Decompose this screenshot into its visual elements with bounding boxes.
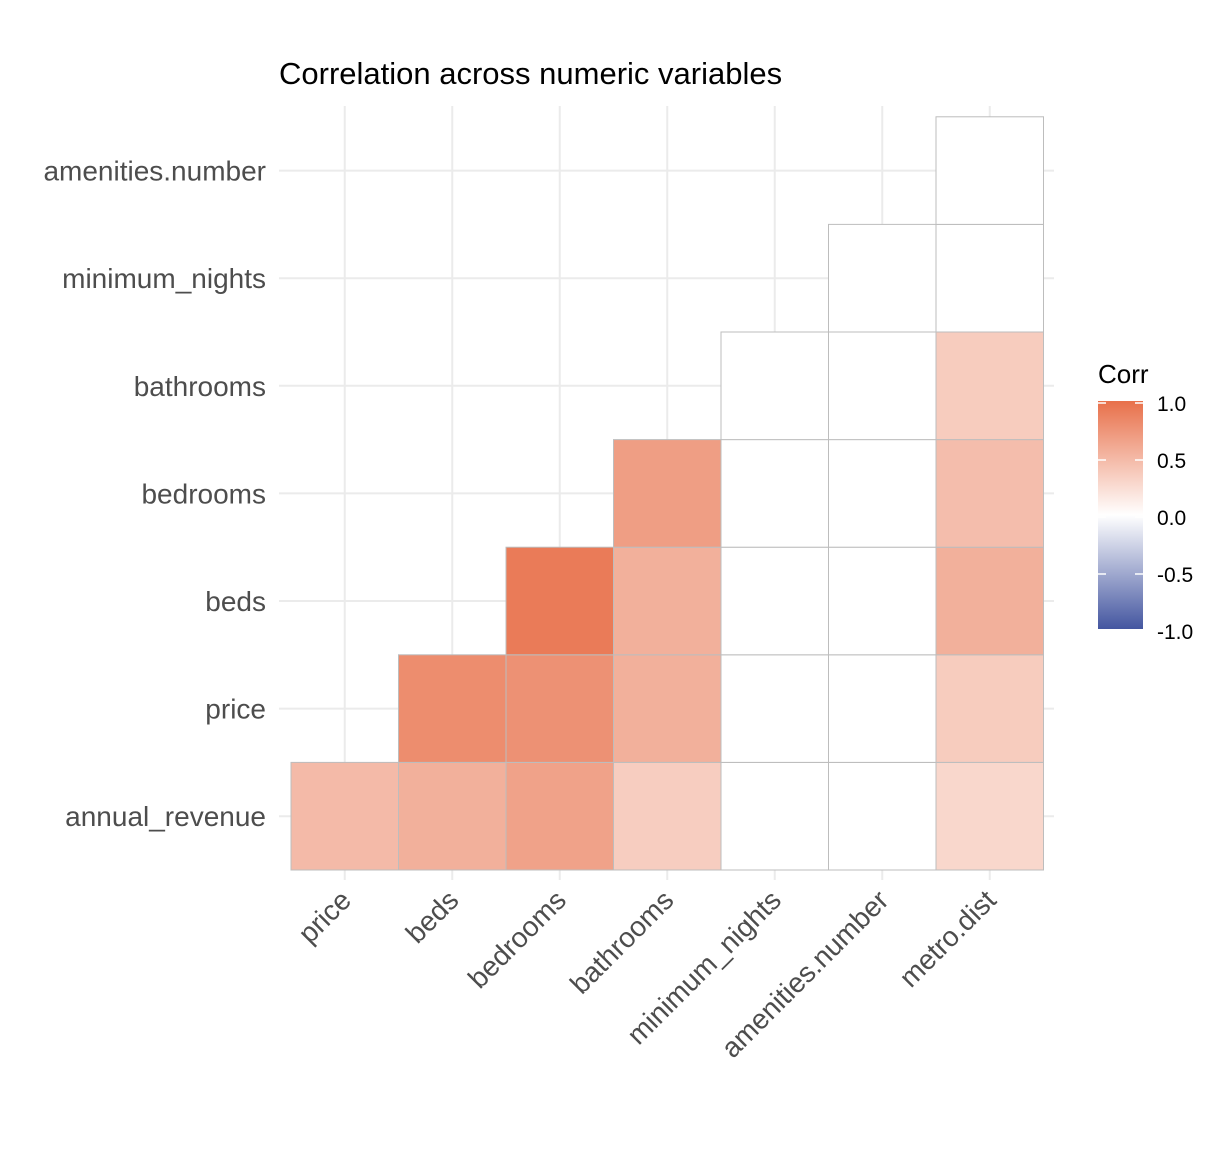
y-tick-label-beds: beds [205, 586, 266, 617]
chart-title: Correlation across numeric variables [279, 56, 782, 91]
heatmap-cell-amenities-number-bedrooms [828, 439, 937, 548]
x-axis-tick-labels: price bedsbedroomsbathroomsminimum_nights… [292, 884, 1002, 1063]
x-tick-label-bathrooms: bathrooms [564, 884, 679, 999]
heatmap-cell-amenities-number-annual-revenue [828, 761, 937, 871]
heatmap-cell-beds-annual-revenue [398, 761, 507, 871]
y-axis-tick-labels: annual_revenue price beds bedrooms bathrooms… [43, 156, 266, 833]
heatmap-cell-metro-dist-price [935, 654, 1044, 763]
heatmap-cell-metro-dist-bedrooms [935, 439, 1044, 548]
heatmap-cell-bedrooms-price [505, 654, 614, 763]
x-tick-label-price: price [292, 884, 357, 949]
heatmap-cell-minimum-nights-bedrooms [720, 439, 829, 548]
heatmap-cell-bathrooms-bedrooms [613, 439, 722, 548]
heatmap-cell-amenities-number-beds [828, 546, 937, 656]
heatmap-cell-metro-dist-amenities-number [935, 116, 1044, 225]
heatmap-cell-bathrooms-annual-revenue [613, 761, 722, 871]
heatmap-cell-metro-dist-annual-revenue [935, 761, 1044, 871]
heatmap-cell-minimum-nights-annual-revenue [720, 761, 829, 871]
x-tick-label-bedrooms: bedrooms [462, 884, 572, 994]
heatmap-cell-metro-dist-bathrooms [935, 331, 1044, 441]
color-legend: Corr 1.0 0.5 0.0 -0.5 -1.0 [1098, 359, 1193, 644]
legend-tick-label: -0.5 [1157, 564, 1193, 587]
legend-tick-label: 0.5 [1157, 450, 1186, 473]
y-tick-label-annual-revenue: annual_revenue [65, 801, 266, 832]
y-tick-label-price: price [205, 694, 266, 725]
heatmap-cell-price-annual-revenue [290, 761, 399, 871]
heatmap-cell-bedrooms-beds [505, 546, 614, 656]
y-tick-label-amenities-number: amenities.number [43, 156, 266, 187]
heatmap-cell-minimum-nights-price [720, 654, 829, 763]
legend-tick-label: 0.0 [1157, 507, 1186, 530]
legend-title: Corr [1098, 359, 1149, 389]
heatmap-cell-bathrooms-beds [613, 546, 722, 656]
heatmap-cell-minimum-nights-beds [720, 546, 829, 656]
heatmap-cell-amenities-number-bathrooms [828, 331, 937, 441]
y-tick-label-bathrooms: bathrooms [134, 371, 266, 402]
heatmap-cell-bedrooms-annual-revenue [505, 761, 614, 871]
heatmap-cell-amenities-number-price [828, 654, 937, 763]
heatmap-cell-bathrooms-price [613, 654, 722, 763]
legend-tick-label: -1.0 [1157, 621, 1193, 644]
heatmap-cells [290, 116, 1044, 871]
heatmap-cell-amenities-number-minimum-nights [828, 223, 937, 333]
heatmap-cell-minimum-nights-bathrooms [720, 331, 829, 441]
legend-color-bar [1098, 401, 1143, 629]
y-tick-label-bedrooms: bedrooms [141, 478, 266, 509]
heatmap-cell-metro-dist-minimum-nights [935, 223, 1044, 333]
heatmap-cell-beds-price [398, 654, 507, 763]
x-tick-label-beds: beds [400, 884, 465, 949]
x-tick-label-metro-dist: metro.dist [893, 884, 1002, 993]
heatmap-cell-metro-dist-beds [935, 546, 1044, 656]
legend-tick-label: 1.0 [1157, 393, 1186, 416]
y-tick-label-minimum-nights: minimum_nights [62, 263, 266, 294]
